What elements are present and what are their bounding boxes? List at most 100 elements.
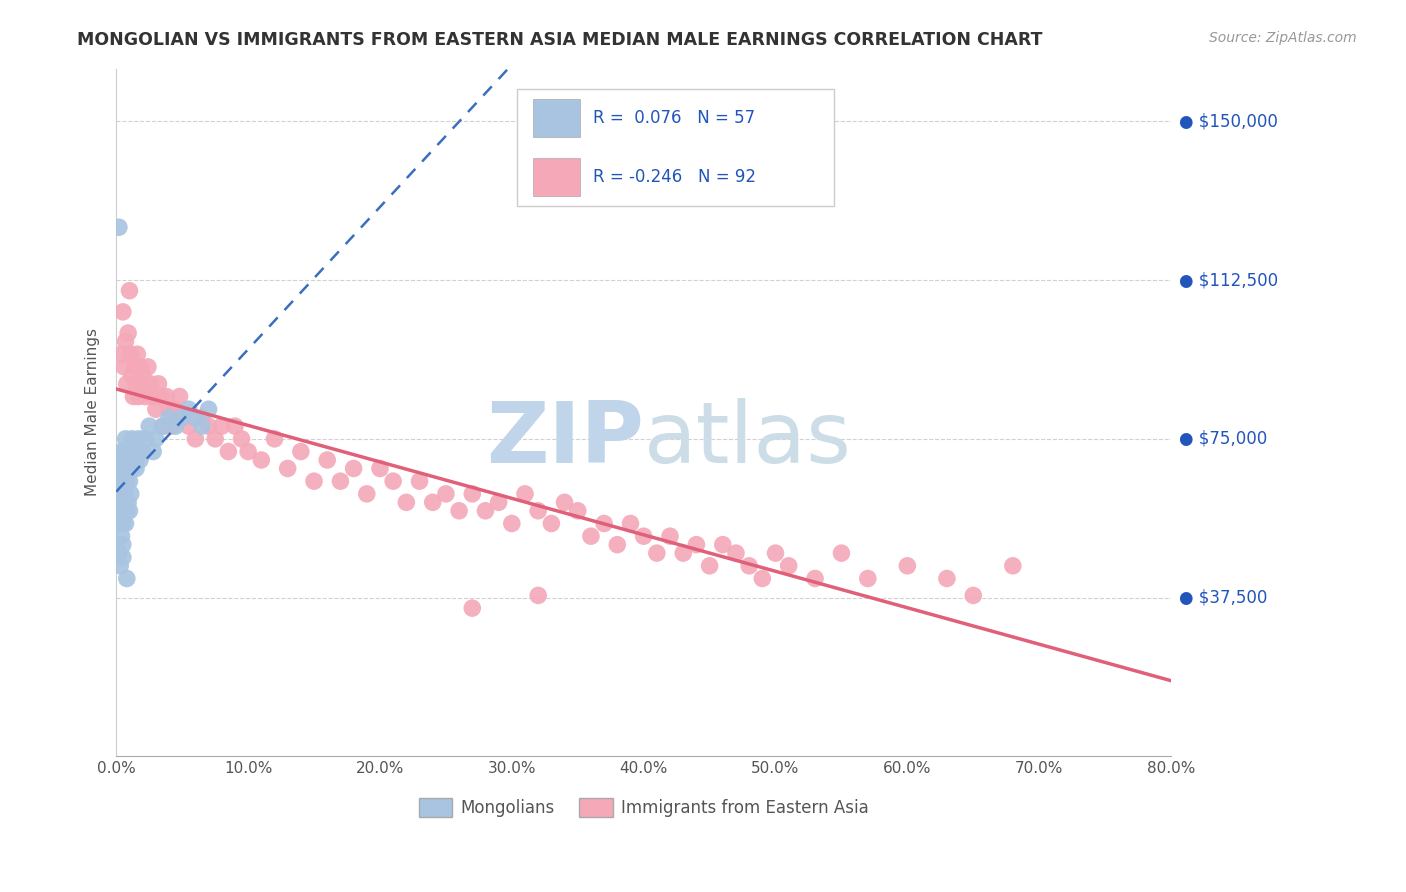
Bar — [533, 100, 581, 137]
Point — [112, 444, 135, 458]
Point — [449, 504, 471, 518]
Point — [129, 359, 152, 374]
Bar — [533, 158, 581, 195]
Point — [172, 410, 194, 425]
Point — [111, 461, 134, 475]
Point — [422, 495, 444, 509]
Point — [672, 546, 695, 560]
Point — [152, 419, 174, 434]
Point — [110, 453, 132, 467]
Point — [316, 453, 339, 467]
Point — [110, 529, 132, 543]
Point — [513, 487, 536, 501]
Point — [107, 516, 129, 531]
Point — [830, 546, 852, 560]
Point — [184, 410, 207, 425]
Point — [166, 410, 188, 425]
Point — [501, 516, 523, 531]
Point — [711, 538, 734, 552]
Point — [738, 558, 761, 573]
Point — [115, 453, 138, 467]
Point — [131, 444, 153, 458]
Point — [110, 474, 132, 488]
Text: ● $150,000: ● $150,000 — [1180, 112, 1278, 130]
Legend: Mongolians, Immigrants from Eastern Asia: Mongolians, Immigrants from Eastern Asia — [412, 791, 876, 823]
Point — [111, 538, 134, 552]
Point — [111, 550, 134, 565]
Text: ZIP: ZIP — [486, 399, 644, 482]
Point — [125, 376, 148, 391]
Point — [110, 444, 132, 458]
Point — [540, 516, 562, 531]
Point — [118, 474, 141, 488]
Point — [108, 487, 131, 501]
Text: ● $37,500: ● $37,500 — [1180, 589, 1268, 607]
Point — [114, 461, 136, 475]
Point — [1001, 558, 1024, 573]
Point — [108, 546, 131, 560]
Point — [155, 390, 177, 404]
Point — [224, 419, 246, 434]
Point — [645, 546, 668, 560]
Point — [120, 453, 142, 467]
Point — [356, 487, 378, 501]
Point — [124, 359, 146, 374]
Text: atlas: atlas — [644, 399, 852, 482]
Point — [117, 495, 139, 509]
Point — [434, 487, 457, 501]
Point — [157, 402, 180, 417]
Point — [136, 359, 159, 374]
Text: ● $112,500: ● $112,500 — [1180, 271, 1278, 289]
Point — [120, 487, 142, 501]
Point — [659, 529, 682, 543]
Point — [579, 529, 602, 543]
Point — [382, 474, 405, 488]
Point — [856, 572, 879, 586]
Point — [131, 376, 153, 391]
Text: ● $75,000: ● $75,000 — [1180, 430, 1268, 448]
Point — [114, 487, 136, 501]
Point — [197, 419, 219, 434]
Point — [124, 453, 146, 467]
Point — [115, 504, 138, 518]
Point — [122, 390, 145, 404]
Point — [527, 589, 550, 603]
Point — [211, 419, 233, 434]
Point — [121, 432, 143, 446]
Point — [699, 558, 721, 573]
Point — [152, 419, 174, 434]
Point — [368, 461, 391, 475]
Point — [606, 538, 628, 552]
Point — [121, 461, 143, 475]
Point — [138, 419, 160, 434]
Point — [329, 474, 352, 488]
Point — [114, 334, 136, 349]
Text: MONGOLIAN VS IMMIGRANTS FROM EASTERN ASIA MEDIAN MALE EARNINGS CORRELATION CHART: MONGOLIAN VS IMMIGRANTS FROM EASTERN ASI… — [77, 31, 1043, 49]
Point — [302, 474, 325, 488]
Point — [111, 305, 134, 319]
Point — [129, 453, 152, 467]
Point — [118, 504, 141, 518]
Point — [204, 432, 226, 446]
Point — [127, 347, 149, 361]
Point — [554, 495, 576, 509]
Point — [277, 461, 299, 475]
Point — [236, 444, 259, 458]
Point — [121, 368, 143, 383]
Point — [165, 419, 187, 434]
Point — [962, 589, 984, 603]
Point — [142, 444, 165, 458]
Point — [488, 495, 510, 509]
Point — [765, 546, 787, 560]
Point — [474, 504, 496, 518]
Point — [112, 474, 135, 488]
Point — [114, 516, 136, 531]
Point — [163, 402, 186, 417]
Point — [935, 572, 957, 586]
Point — [115, 572, 138, 586]
Text: R = -0.246   N = 92: R = -0.246 N = 92 — [593, 168, 756, 186]
Point — [128, 432, 150, 446]
Point — [191, 410, 214, 425]
Point — [111, 487, 134, 501]
Point — [107, 461, 129, 475]
